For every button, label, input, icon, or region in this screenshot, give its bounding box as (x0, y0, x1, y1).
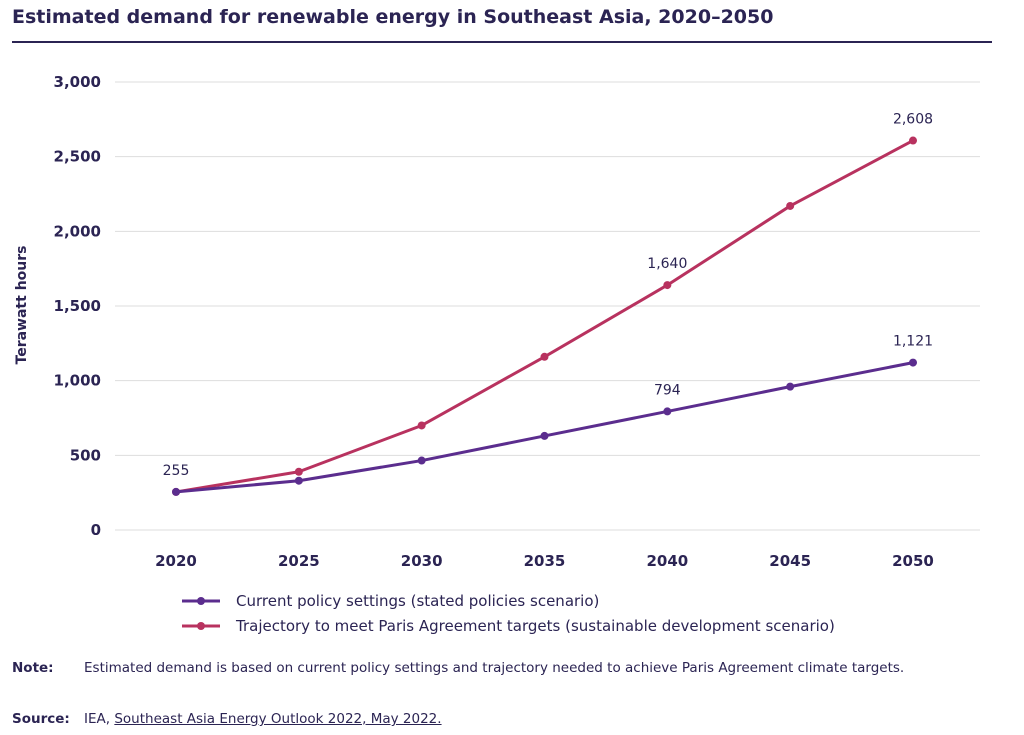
y-tick-label: 1,500 (54, 297, 101, 315)
x-tick-label: 2035 (524, 552, 566, 570)
x-tick-label: 2025 (278, 552, 320, 570)
data-point (540, 431, 549, 440)
note: Note: Estimated demand is based on curren… (12, 657, 914, 679)
y-axis-ticks: 0 500 1,000 1,500 2,000 2,500 3,000 (54, 73, 101, 539)
data-point (417, 456, 426, 465)
data-point (909, 136, 917, 145)
data-point (909, 358, 917, 367)
legend-item: Current policy settings (stated policies… (182, 592, 599, 610)
data-point (540, 352, 549, 361)
note-key: Note: (12, 660, 54, 676)
x-axis-ticks: 2020 2025 2030 2035 2040 2045 2050 (155, 552, 934, 570)
legend-item: Trajectory to meet Paris Agreement targe… (182, 617, 835, 635)
source-link[interactable]: Southeast Asia Energy Outlook 2022, May … (114, 711, 442, 727)
data-point (663, 407, 672, 416)
y-axis-label: Terawatt hours (14, 246, 30, 365)
y-tick-label: 0 (91, 521, 101, 539)
data-label: 255 (163, 463, 190, 479)
y-tick-label: 2,000 (54, 222, 101, 240)
data-point (663, 281, 672, 290)
source-key: Source: (12, 711, 70, 727)
x-tick-label: 2020 (155, 552, 197, 570)
data-label: 794 (654, 382, 681, 398)
x-tick-label: 2045 (769, 552, 811, 570)
legend-label: Current policy settings (stated policies… (236, 592, 599, 610)
y-tick-label: 500 (70, 446, 101, 464)
chart-title: Estimated demand for renewable energy in… (12, 6, 774, 28)
series: 255 794 1,121 1,640 2,608 (163, 112, 933, 496)
y-tick-label: 3,000 (54, 73, 101, 91)
data-point (786, 382, 795, 391)
series-trajectory (172, 136, 917, 496)
data-point (172, 487, 180, 496)
data-point (786, 201, 795, 210)
legend-label: Trajectory to meet Paris Agreement targe… (235, 617, 835, 635)
source-prefix: IEA, (84, 711, 115, 727)
legend-swatch-marker (197, 597, 205, 605)
data-point (294, 467, 303, 476)
note-text: Estimated demand is based on current pol… (84, 660, 905, 676)
source: Source: IEA, Southeast Asia Energy Outloo… (12, 708, 914, 730)
title-divider (12, 41, 992, 43)
data-label: 2,608 (893, 112, 933, 128)
series-current (172, 358, 917, 496)
data-label: 1,640 (647, 256, 687, 272)
y-tick-label: 2,500 (54, 148, 101, 166)
x-tick-label: 2040 (646, 552, 688, 570)
x-tick-label: 2050 (892, 552, 934, 570)
legend: Current policy settings (stated policies… (182, 592, 835, 635)
data-point (417, 421, 426, 430)
gridlines (115, 81, 980, 531)
data-label: 1,121 (893, 334, 933, 350)
legend-swatch-marker (197, 622, 205, 630)
y-tick-label: 1,000 (54, 372, 101, 390)
x-tick-label: 2030 (401, 552, 443, 570)
data-point (294, 476, 303, 485)
